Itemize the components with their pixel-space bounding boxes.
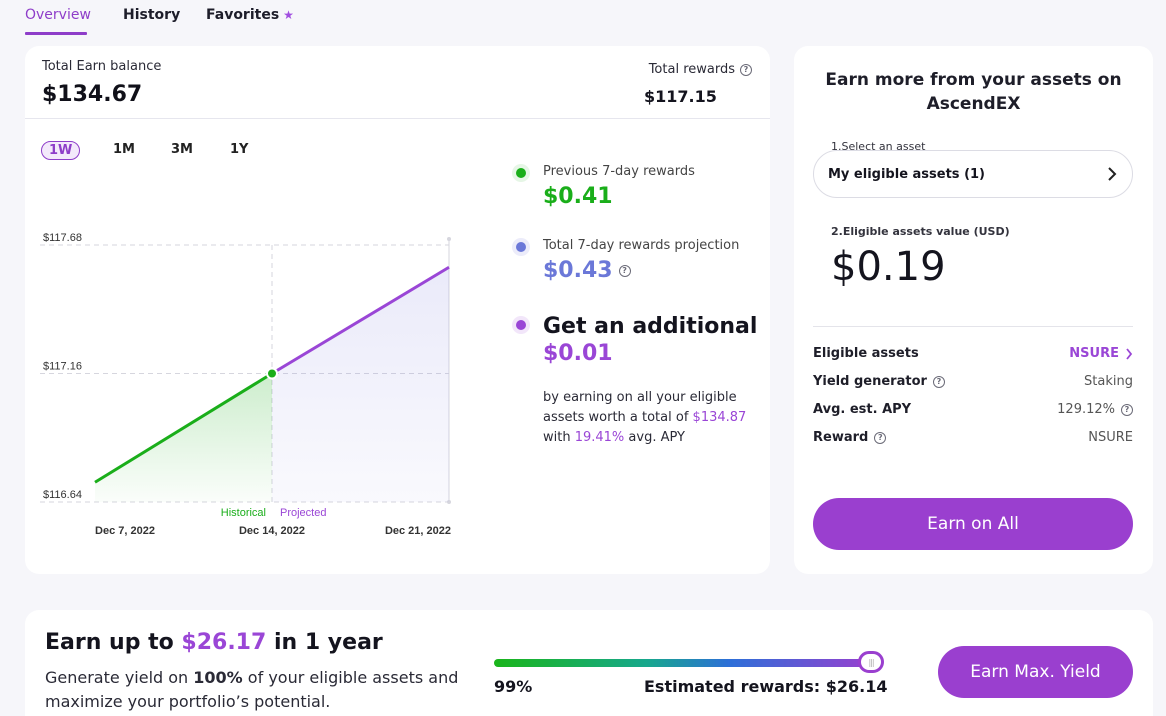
tab-overview[interactable]: Overview	[25, 7, 91, 23]
earn-up-to-description: Generate yield on 100% of your eligible …	[45, 666, 465, 714]
rewards-chart: $117.68 $117.16 $116.64 Historical Projected…	[40, 232, 451, 537]
tab-favorites-label: Favorites	[206, 7, 280, 23]
additional-title: Get an additional	[543, 314, 758, 339]
star-icon: ★	[283, 8, 294, 22]
series-area	[272, 267, 449, 502]
blue-dot-icon	[516, 242, 526, 252]
desc-apy: 19.41%	[574, 430, 625, 445]
previous-rewards-value: $0.41	[543, 184, 613, 209]
projection-label: Total 7-day rewards projection	[543, 238, 740, 253]
divider	[813, 326, 1133, 327]
series-area	[95, 373, 272, 502]
desc-post: avg. APY	[624, 430, 685, 445]
eligible-assets-row: Eligible assets NSURE	[813, 346, 1133, 361]
reward-key-wrap: Reward?	[813, 430, 887, 445]
desc-mid: with	[543, 430, 575, 445]
axis-end-dot	[447, 237, 451, 241]
title-pre: Earn up to	[45, 630, 182, 655]
earn-overview-card: Total Earn balance $134.67 Total rewards…	[25, 46, 770, 574]
info-icon[interactable]: ?	[740, 63, 752, 76]
earn-more-title: Earn more from your assets on AscendEX	[825, 70, 1122, 114]
projection-value-wrap: $0.43 ?	[543, 258, 631, 283]
allocation-slider-handle[interactable]: |||	[858, 651, 884, 673]
estimated-rewards: Estimated rewards: $26.14	[644, 677, 888, 696]
y-tick-label: $117.68	[43, 232, 82, 244]
total-earn-balance-label: Total Earn balance	[42, 59, 162, 74]
info-icon[interactable]: ?	[874, 431, 887, 444]
earn-up-to-card: Earn up to $26.17 in 1 year Generate yie…	[25, 610, 1153, 716]
y-tick-label: $116.64	[43, 489, 82, 501]
range-1w-button[interactable]: 1W	[41, 141, 81, 160]
info-icon[interactable]: ?	[932, 375, 945, 388]
asset-select-value: My eligible assets (1)	[828, 166, 986, 182]
eligible-value-label: 2.Eligible assets value (USD)	[831, 225, 1010, 238]
range-1m-button[interactable]: 1M	[113, 142, 135, 157]
divider	[25, 118, 770, 119]
info-icon[interactable]: ?	[1121, 403, 1133, 416]
total-rewards-label-text: Total rewards	[648, 62, 735, 77]
chevron-right-icon	[1126, 347, 1133, 360]
eligible-assets-key: Eligible assets	[813, 346, 919, 361]
earn-max-yield-button[interactable]: Earn Max. Yield	[938, 646, 1133, 698]
info-icon[interactable]: ?	[618, 264, 631, 277]
yield-generator-row: Yield generator? Staking	[813, 374, 1133, 389]
y-tick-label: $117.16	[43, 361, 82, 373]
b-desc-post: of your eligible assets and maximize you…	[45, 668, 459, 711]
additional-value: $0.01	[543, 341, 613, 366]
reward-value: NSURE	[1088, 430, 1133, 445]
purple-dot-icon	[516, 320, 526, 330]
avg-apy-key: Avg. est. APY	[813, 402, 912, 417]
eligible-assets-link[interactable]: NSURE	[1069, 346, 1133, 361]
avg-apy-value: 129.12%	[1057, 402, 1115, 417]
b-desc-pre: Generate yield on	[45, 668, 194, 687]
earn-up-to-title: Earn up to $26.17 in 1 year	[45, 630, 383, 655]
title-post: in 1 year	[266, 630, 383, 655]
chevron-right-icon	[1108, 167, 1117, 181]
green-dot-icon	[516, 168, 526, 178]
yield-generator-key-wrap: Yield generator?	[813, 374, 945, 389]
avg-apy-row: Avg. est. APY 129.12%?	[813, 402, 1133, 417]
total-rewards-value: $117.15	[644, 87, 717, 106]
active-tab-indicator	[25, 32, 87, 35]
desc-total: $134.87	[692, 410, 747, 425]
x-tick-label: Dec 14, 2022	[239, 525, 305, 537]
tab-history[interactable]: History	[123, 7, 181, 23]
current-point	[266, 367, 278, 380]
select-asset-label: 1.Select an asset	[831, 140, 926, 153]
series-label: Historical	[221, 507, 266, 519]
range-3m-button[interactable]: 3M	[171, 142, 193, 157]
asset-select[interactable]: My eligible assets (1)	[813, 150, 1133, 198]
yield-generator-key: Yield generator	[813, 374, 927, 389]
b-desc-bold: 100%	[193, 668, 243, 687]
allocation-slider-track[interactable]	[494, 659, 874, 667]
allocation-percent: 99%	[494, 677, 533, 696]
earn-more-card: Earn more from your assets on AscendEX 1…	[794, 46, 1153, 574]
range-1y-button[interactable]: 1Y	[230, 142, 249, 157]
desc-pre: by earning on all your eligible assets w…	[543, 390, 737, 425]
yield-generator-value: Staking	[1084, 374, 1133, 389]
reward-row: Reward? NSURE	[813, 430, 1133, 445]
total-rewards-label: Total rewards ?	[649, 62, 752, 77]
earn-on-all-button[interactable]: Earn on All	[813, 498, 1133, 550]
tab-favorites[interactable]: Favorites ★	[206, 7, 294, 23]
eligible-assets-value-text: NSURE	[1069, 346, 1119, 361]
projection-value: $0.43	[543, 258, 613, 283]
avg-apy-value-wrap: 129.12%?	[1057, 402, 1133, 417]
previous-rewards-label: Previous 7-day rewards	[543, 164, 695, 179]
series-label: Projected	[280, 507, 326, 519]
x-tick-label: Dec 7, 2022	[95, 525, 155, 537]
title-amount: $26.17	[181, 630, 267, 655]
series-line	[94, 372, 273, 484]
reward-key: Reward	[813, 430, 869, 445]
total-earn-balance-value: $134.67	[42, 82, 143, 107]
x-tick-label: Dec 21, 2022	[385, 525, 451, 537]
additional-description: by earning on all your eligible assets w…	[543, 388, 758, 448]
series-line	[271, 265, 450, 375]
tab-bar: Overview History Favorites ★	[0, 0, 1166, 36]
eligible-assets-value: $0.19	[831, 244, 946, 290]
grip-icon: |||	[868, 657, 874, 667]
